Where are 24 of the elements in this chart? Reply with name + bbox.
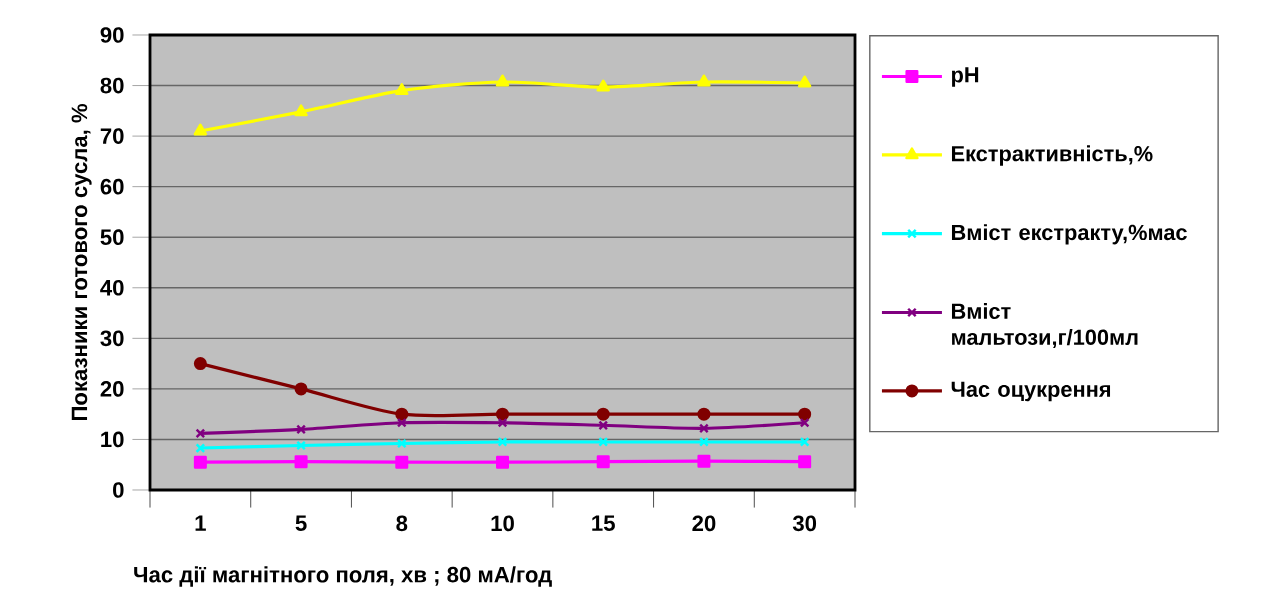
legend-label: Вміст екстракту,%мас (951, 224, 1187, 245)
x-tick-label: 8 (396, 515, 408, 532)
x-tick-label: 10 (491, 515, 514, 532)
x-tick-label: 20 (692, 515, 716, 532)
x-axis-title: Час дії магнітного поля, хв ; 80 мА/год (134, 566, 552, 587)
y-tick-label: 80 (100, 77, 124, 94)
legend-label: pH (951, 67, 979, 87)
legend-label: Час оцукрення (951, 381, 1111, 402)
x-tick-label: 15 (592, 515, 615, 531)
x-tick-label: 30 (792, 515, 817, 532)
y-tick-label: 20 (100, 381, 124, 397)
x-tick-label: 1 (195, 515, 206, 531)
y-tick-label: 10 (101, 431, 124, 448)
legend-label: Екстрактивність,% (951, 145, 1153, 166)
x-tick-label: 5 (295, 515, 307, 531)
y-tick-label: 50 (100, 229, 124, 246)
y-axis-title: Показники готового сусла, % (71, 103, 92, 421)
y-tick-label: 90 (100, 27, 124, 43)
y-tick-label: 40 (100, 279, 124, 296)
y-tick-label: 70 (100, 128, 124, 144)
legend-label: Вміст мальтози,г/100мл (951, 302, 1138, 349)
y-tick-label: 0 (113, 482, 124, 498)
y-tick-label: 30 (100, 330, 124, 347)
y-tick-label: 60 (100, 178, 124, 195)
